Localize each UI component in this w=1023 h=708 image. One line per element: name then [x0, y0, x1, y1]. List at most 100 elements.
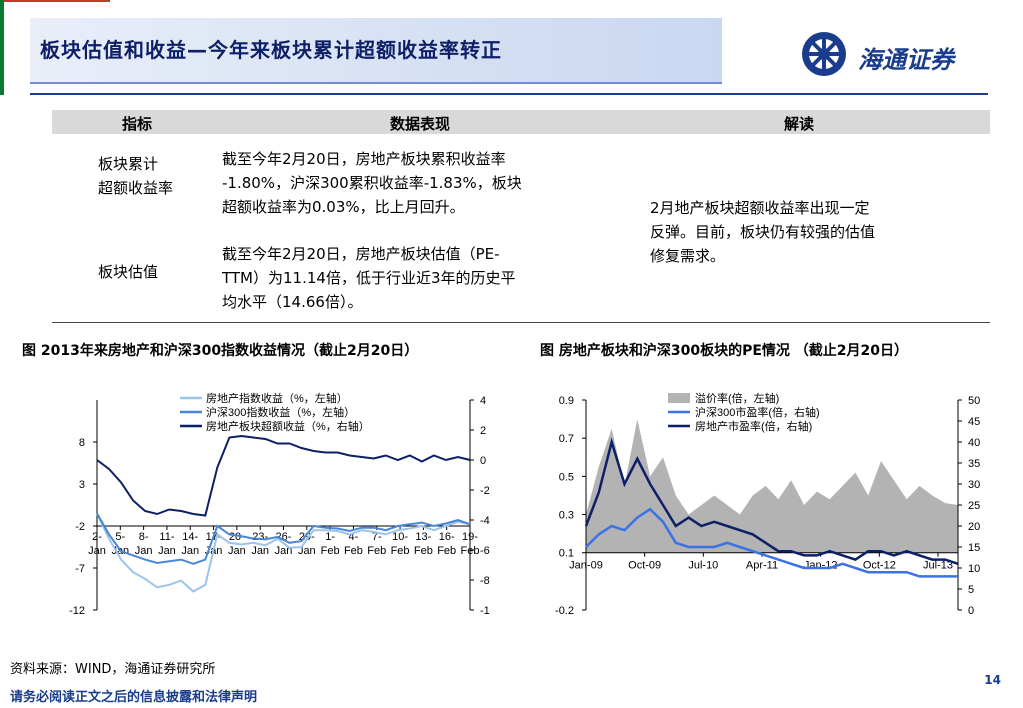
legend-label-1: 沪深300市盈率(倍，右轴) — [695, 405, 820, 419]
x-tick-label-top: 8- — [139, 531, 149, 543]
x-tick-label-bottom: Feb — [461, 545, 480, 557]
header-data: 数据表现 — [390, 115, 451, 133]
row1-indicator: 板块累计 超额收益率 — [98, 155, 174, 197]
header-interpretation: 解读 — [784, 115, 815, 133]
corner-accent-top — [0, 0, 110, 2]
x-tick-label-top: 10- — [392, 531, 408, 543]
x-tick-label: Jan-12 — [804, 560, 838, 572]
left-tick-label: -12 — [69, 605, 85, 617]
x-tick-label-bottom: Jan — [275, 545, 293, 557]
interpretation: 2月地产板块超额收益率出现一定 反弹。目前，板块仍有较强的估值 修复需求。 — [650, 199, 876, 265]
disclaimer-link[interactable]: 请务必阅读正文之后的信息披露和法律声明 — [10, 690, 258, 705]
caption-left: 图 2013年来房地产和沪深300指数收益情况（截止2月20日） — [22, 343, 419, 359]
x-tick-label-bottom: Feb — [367, 545, 386, 557]
right-tick-label: 25 — [968, 500, 980, 512]
x-tick-label-top: 14- — [182, 531, 198, 543]
left-tick-label: -7 — [75, 563, 85, 575]
left-tick-label: 8 — [79, 437, 85, 449]
right-tick-label: 50 — [968, 395, 980, 407]
x-tick-label: Oct-09 — [628, 560, 661, 572]
legend-swatch-0 — [668, 393, 690, 403]
x-tick-label-bottom: Jan — [158, 545, 176, 557]
x-tick-label-top: 2- — [92, 531, 102, 543]
x-tick-label-bottom: Feb — [414, 545, 433, 557]
x-tick-label-top: 19- — [462, 531, 478, 543]
x-tick-label-bottom: Jan — [251, 545, 269, 557]
series-line-2 — [96, 434, 471, 517]
returns-chart: 8 3 -2 -7 -12 4 2 0 -2 -4 -6 -8 -10 2- Jan 5- Jan 8- Jan 11… — [69, 391, 490, 617]
x-tick-label-top: 13- — [415, 531, 431, 543]
series-line-1 — [585, 507, 958, 578]
right-tick-label: 2 — [480, 425, 486, 437]
table-rule — [52, 322, 990, 323]
right-tick-label: 0 — [480, 455, 486, 467]
corner-accent-left — [0, 0, 4, 95]
right-tick-label: -10 — [480, 605, 490, 617]
x-tick-label-bottom: Feb — [391, 545, 410, 557]
legend-label-2: 房地产板块超额收益（%，右轴） — [206, 419, 370, 433]
title-bar: 板块估值和收益—今年来板块累计超额收益率转正 — [30, 18, 722, 84]
x-tick-label-bottom: Jan — [298, 545, 316, 557]
left-tick-label: 0.3 — [559, 510, 574, 522]
table-header: 指标 数据表现 解读 — [52, 110, 990, 134]
right-tick-label: -4 — [480, 515, 490, 527]
series-line-0 — [96, 512, 471, 593]
x-tick-label-bottom: Jan — [228, 545, 246, 557]
row1-data: 截至今年2月20日，房地产板块累积收益率 -1.80%，沪深300累积收益率-1… — [222, 150, 522, 216]
x-tick-label-top: 1- — [325, 531, 335, 543]
legend-label-0: 溢价率(倍，左轴) — [695, 391, 779, 405]
header-indicator: 指标 — [122, 115, 153, 133]
right-tick-label: 10 — [968, 563, 980, 575]
left-tick-label: 0.1 — [559, 548, 574, 560]
right-tick-label: 45 — [968, 416, 980, 428]
x-tick-label: Jul-13 — [923, 560, 953, 572]
x-tick-label: Apr-11 — [746, 560, 778, 572]
legend-label-0: 房地产指数收益（%，左轴） — [206, 391, 348, 405]
x-tick-label-top: 23- — [252, 531, 268, 543]
right-tick-label: 35 — [968, 458, 980, 470]
right-tick-label: -6 — [480, 545, 490, 557]
x-tick-label: Jan-09 — [569, 560, 603, 572]
left-tick-label: -0.2 — [555, 605, 574, 617]
x-tick-label: Jul-10 — [688, 560, 718, 572]
right-tick-label: 30 — [968, 479, 980, 491]
left-tick-label: 0.9 — [559, 395, 574, 407]
right-tick-label: -2 — [480, 485, 490, 497]
logo-text: 海通证券 — [858, 45, 954, 74]
source-note: 资料来源：WIND，海通证券研究所 — [10, 662, 216, 677]
header-rule — [30, 93, 988, 95]
x-tick-label-top: 7- — [372, 531, 382, 543]
right-tick-label: 40 — [968, 437, 980, 449]
x-tick-label-bottom: Feb — [437, 545, 456, 557]
x-tick-label-bottom: Jan — [135, 545, 153, 557]
right-tick-label: 20 — [968, 521, 980, 533]
series-line-1 — [96, 512, 471, 565]
x-tick-label-bottom: Feb — [321, 545, 340, 557]
left-tick-label: -2 — [75, 521, 85, 533]
series-line-2 — [584, 437, 959, 565]
series-area-0 — [586, 419, 958, 553]
right-tick-label: 5 — [968, 584, 974, 596]
row2-indicator: 板块估值 — [98, 263, 159, 281]
x-tick-label-top: 11- — [159, 531, 174, 543]
x-tick-label-bottom: Jan — [181, 545, 199, 557]
page-title: 板块估值和收益—今年来板块累计超额收益率转正 — [40, 38, 502, 62]
legend-label-2: 房地产市盈率(倍，右轴) — [695, 419, 812, 433]
right-tick-label: 15 — [968, 542, 980, 554]
left-tick-label: 3 — [79, 479, 85, 491]
x-tick-label-bottom: Feb — [344, 545, 363, 557]
right-tick-label: 0 — [968, 605, 974, 617]
legend-label-1: 沪深300指数收益（%，左轴） — [206, 405, 355, 419]
right-tick-label: -8 — [480, 575, 490, 587]
x-tick-label-top: 5- — [115, 531, 125, 543]
row2-data: 截至今年2月20日，房地产板块估值（PE- TTM）为11.14倍，低于行业近3… — [222, 245, 516, 311]
left-tick-label: 0.5 — [559, 471, 574, 483]
x-tick-label: Oct-12 — [863, 560, 896, 572]
x-tick-label-top: 16- — [439, 531, 455, 543]
left-tick-label: 0.7 — [559, 433, 574, 445]
x-tick-label-top: 4- — [349, 531, 359, 543]
x-tick-label-bottom: Jan — [88, 545, 106, 557]
page-number: 14 — [984, 673, 1001, 687]
pe-chart: 0.90.70.50.30.1-0.250454035302520151050J… — [555, 391, 980, 617]
haitong-logo-icon — [802, 32, 846, 76]
